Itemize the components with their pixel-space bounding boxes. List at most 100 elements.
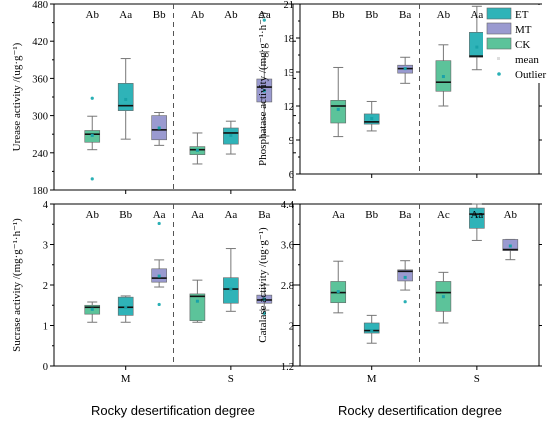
mean-marker (124, 305, 128, 309)
significance-letters: Ab (224, 9, 238, 21)
box-M-MT: Ba (397, 209, 413, 304)
legend: ET MT CK mean Outlier (483, 5, 546, 83)
significance-letters: Ac (437, 209, 450, 221)
mean-marker (475, 215, 479, 219)
y-tick-label: 480 (32, 0, 48, 11)
significance-letters: Aa (470, 9, 483, 21)
mean-marker (508, 244, 512, 248)
legend-item-mean: mean (497, 54, 539, 66)
y-tick-label: 2.8 (281, 281, 294, 292)
y-tick-label: 4 (43, 200, 49, 211)
legend-mean-marker (497, 57, 500, 60)
box-body (363, 322, 380, 334)
legend-outlier-marker (497, 72, 501, 76)
x-tick-label: M (121, 373, 131, 385)
mean-marker (403, 275, 407, 279)
chart-panel-sucrase: 0 1 2 3 4 M S Sucrase activity /(mg·g⁻¹·h⁻¹) Ab B… (11, 200, 296, 385)
outlier-point (262, 18, 266, 22)
legend-item-mt: MT (486, 22, 532, 36)
significance-letters: Bb (365, 9, 378, 21)
x-axis-title-left: Rocky desertification degree (91, 403, 255, 418)
significance-letters: Ab (191, 9, 205, 21)
y-tick-label: 3 (43, 241, 48, 252)
mean-marker (195, 148, 199, 152)
box-body (469, 207, 485, 229)
box-M-CK: Ab (84, 209, 101, 323)
legend-swatch (486, 22, 512, 35)
box-S-ET: Aa (223, 209, 239, 312)
significance-letters: Ab (86, 209, 100, 221)
y-tick-label: 18 (284, 34, 295, 45)
mean-marker (441, 75, 445, 79)
y-tick-label: 15 (284, 68, 295, 79)
y-tick-label: 360 (32, 74, 48, 85)
mean-marker (195, 299, 199, 303)
significance-letters: Bb (153, 9, 166, 21)
significance-letters: Ab (86, 9, 100, 21)
box-S-CK: Ab (189, 9, 206, 165)
x-axis-title-right: Rocky desertification degree (338, 403, 502, 418)
chart-panel-urease: 180 240 300 360 420 480 Urease activity /(ug·g… (11, 0, 296, 197)
y-axis-title: Phosphatase activity /(mg·g⁻¹·h⁻¹) (257, 12, 269, 166)
outlier-point (157, 302, 161, 307)
y-tick-label: 1 (43, 322, 48, 333)
significance-letters: Aa (332, 209, 345, 221)
y-axis-title: Catalase activity /(ug·g⁻¹) (257, 227, 269, 343)
mean-marker (441, 295, 445, 299)
box-M-MT: Bb (151, 9, 167, 146)
significance-letters: Ba (258, 209, 270, 221)
significance-letters: Aa (470, 209, 483, 221)
box-M-CK: Ab (84, 9, 101, 181)
box-body (117, 83, 134, 111)
y-tick-label: 1.2 (281, 362, 294, 373)
mean-marker (124, 97, 128, 101)
box-S-ET: Ab (223, 9, 239, 155)
box-body (330, 100, 347, 124)
box-S-ET: Aa (469, 203, 485, 241)
significance-letters: Bb (119, 209, 132, 221)
y-tick-label: 4.4 (281, 200, 295, 211)
significance-letters: Ab (437, 9, 451, 21)
chart-panel-catalase: 1.2 2 2.8 3.6 4.4 M S Catalase activity /(ug·g⁻… (257, 200, 542, 385)
legend-label: Outlier (515, 69, 546, 81)
y-tick-label: 420 (32, 37, 48, 48)
y-tick-label: 0 (43, 362, 48, 373)
y-tick-label: 300 (32, 112, 48, 123)
legend-label: MT (515, 24, 532, 36)
mean-marker (90, 307, 94, 311)
x-tick-label: M (367, 373, 377, 385)
outlier-point (90, 96, 94, 100)
mean-marker (370, 329, 374, 333)
legend-label: mean (515, 54, 539, 66)
significance-letters: Aa (191, 209, 204, 221)
y-tick-label: 9 (289, 136, 294, 147)
mean-marker (475, 45, 479, 49)
y-tick-label: 2 (289, 322, 294, 333)
box-body (189, 293, 206, 321)
significance-letters: Aa (258, 9, 271, 21)
box-M-CK: Bb (330, 9, 347, 138)
significance-letters: Bb (332, 9, 345, 21)
mean-marker (403, 67, 407, 71)
y-tick-label: 3.6 (281, 241, 294, 252)
mean-marker (157, 274, 161, 278)
legend-label: ET (515, 9, 529, 21)
box-S-CK: Ac (435, 209, 452, 324)
box-S-CK: Aa (189, 209, 206, 323)
mean-marker (229, 287, 233, 291)
box-M-ET: Aa (117, 9, 134, 140)
significance-letters: Aa (153, 209, 166, 221)
x-tick-label: S (474, 373, 480, 385)
box-S-CK: Ab (435, 9, 452, 107)
box-M-MT: Ba (397, 9, 413, 84)
y-axis-title: Sucrase activity /(mg·g⁻¹·h⁻¹) (11, 218, 23, 352)
significance-letters: Aa (224, 209, 237, 221)
legend-item-outlier: Outlier (497, 69, 546, 81)
box-M-MT: Aa (151, 209, 167, 307)
mean-marker (336, 290, 340, 294)
outlier-point (262, 311, 266, 315)
mean-marker (370, 116, 374, 120)
legend-label: CK (515, 39, 530, 51)
box-M-ET: Bb (117, 209, 134, 323)
